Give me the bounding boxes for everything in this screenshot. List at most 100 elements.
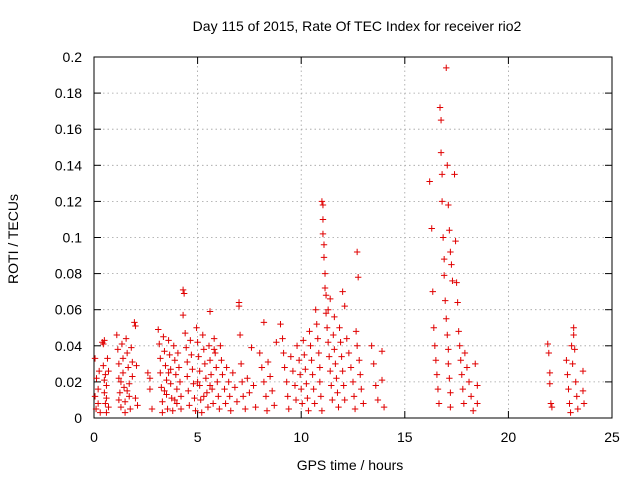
data-point: [128, 344, 135, 351]
data-point: [447, 389, 454, 396]
data-point: [467, 393, 475, 400]
data-point: [197, 396, 204, 404]
data-point: [164, 405, 171, 413]
data-point: [460, 400, 468, 407]
data-point: [437, 116, 445, 124]
data-point: [315, 349, 323, 357]
data-point: [144, 369, 152, 377]
data-point: [321, 284, 329, 292]
data-point: [231, 384, 239, 391]
data-point: [302, 366, 309, 373]
data-points: [91, 64, 588, 416]
data-point: [173, 385, 181, 393]
data-point: [216, 405, 223, 413]
data-point: [284, 393, 291, 400]
data-point: [299, 400, 306, 407]
data-point: [91, 355, 99, 362]
data-point: [327, 295, 334, 303]
data-point: [353, 248, 361, 256]
data-point: [134, 402, 141, 409]
data-point: [426, 178, 433, 185]
data-point: [161, 348, 168, 355]
data-point: [440, 272, 448, 279]
data-point: [546, 380, 554, 387]
data-point: [292, 396, 300, 404]
data-point: [132, 322, 139, 330]
data-point: [252, 403, 259, 411]
data-point: [296, 371, 304, 378]
data-point: [260, 319, 268, 326]
data-point: [102, 371, 109, 378]
data-point: [444, 162, 451, 169]
data-point: [461, 349, 469, 357]
data-point: [321, 270, 329, 277]
y-tick-label: 0.16: [55, 121, 82, 137]
data-point: [329, 396, 336, 404]
y-tick-label: 0.14: [55, 157, 82, 173]
data-point: [101, 389, 108, 396]
data-point: [339, 288, 346, 295]
data-point: [449, 277, 456, 285]
data-point: [570, 331, 577, 339]
data-point: [237, 360, 245, 368]
data-point: [163, 376, 170, 384]
data-point: [341, 302, 348, 310]
data-point: [217, 342, 224, 349]
data-point: [330, 331, 337, 339]
data-point: [175, 364, 183, 371]
data-point: [324, 306, 332, 313]
data-point: [209, 400, 217, 407]
data-point: [196, 382, 203, 389]
data-point: [328, 382, 335, 389]
data-point: [192, 407, 199, 414]
data-point: [273, 338, 280, 346]
data-point: [177, 393, 185, 400]
data-point: [280, 349, 287, 357]
data-point: [157, 369, 164, 377]
data-point: [169, 407, 176, 414]
data-point: [469, 407, 477, 414]
data-point: [279, 335, 286, 342]
data-point: [258, 364, 266, 371]
y-tick-label: 0.04: [55, 338, 82, 354]
data-point: [127, 405, 134, 413]
data-point: [316, 364, 324, 371]
data-point: [129, 373, 136, 380]
data-point: [238, 378, 246, 386]
data-point: [113, 331, 120, 339]
data-point: [298, 385, 305, 393]
data-point: [319, 201, 327, 209]
data-point: [204, 403, 212, 411]
x-tick-label: 25: [604, 429, 620, 445]
data-point: [159, 398, 166, 405]
data-point: [176, 378, 184, 386]
data-point: [242, 405, 249, 413]
data-point: [92, 405, 100, 413]
data-point: [186, 402, 193, 409]
data-point: [91, 393, 99, 400]
data-point: [210, 346, 218, 353]
data-point: [309, 371, 316, 378]
data-point: [225, 378, 232, 386]
data-point: [161, 387, 168, 395]
y-tick-label: 0: [74, 410, 82, 426]
data-point: [324, 338, 332, 346]
data-point: [183, 344, 190, 351]
data-point: [239, 393, 247, 400]
data-point: [432, 357, 440, 364]
data-point: [181, 329, 189, 337]
data-point: [218, 357, 225, 364]
data-point: [448, 261, 455, 268]
data-point: [320, 241, 328, 248]
data-point: [291, 382, 299, 389]
data-point: [114, 346, 122, 353]
data-point: [314, 335, 321, 342]
data-point: [306, 328, 313, 335]
data-point: [235, 302, 243, 310]
data-point: [219, 371, 226, 378]
data-point: [105, 367, 112, 375]
data-point: [233, 398, 241, 405]
data-point: [200, 346, 208, 353]
data-point: [570, 324, 577, 331]
data-point: [126, 393, 133, 400]
